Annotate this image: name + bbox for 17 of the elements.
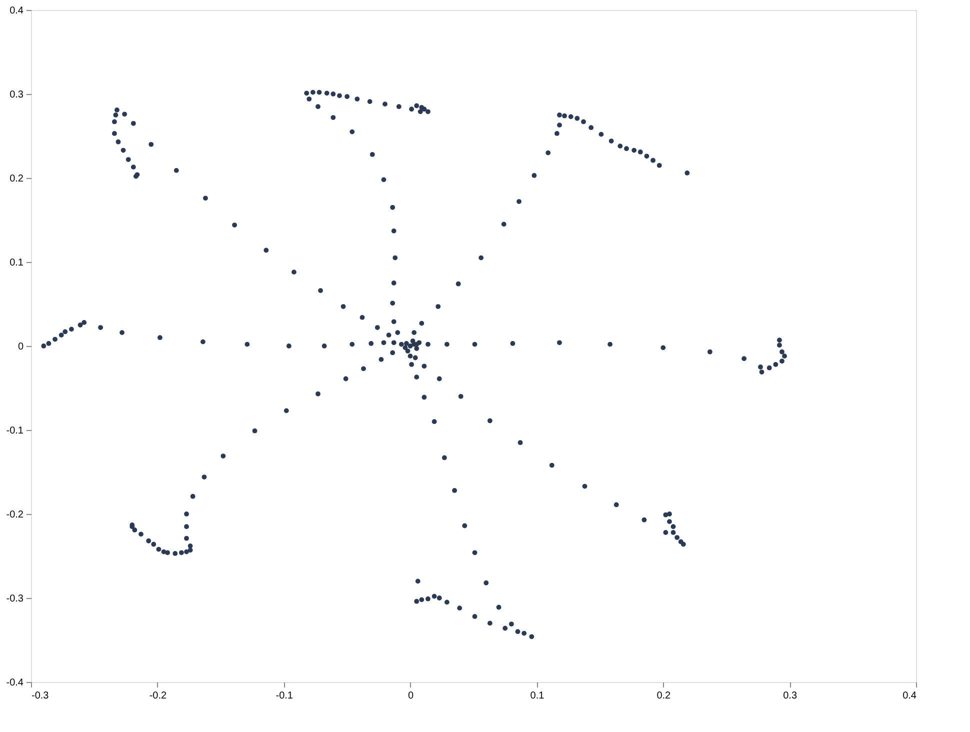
x-tick-label: -0.3 [32, 690, 50, 702]
x-tick-label: 0.4 [902, 690, 917, 702]
x-tick-label: 0 [408, 690, 414, 702]
y-tick-label: -0.3 [6, 594, 24, 604]
x-tick-label: 0.1 [530, 690, 545, 702]
y-tick-label: 0.1 [10, 258, 24, 268]
y-tick-label: 0.2 [10, 174, 24, 184]
y-tick-label: 0 [18, 342, 24, 352]
x-tick-label: -0.2 [149, 690, 167, 702]
y-tick-label: 0.3 [10, 90, 24, 100]
x-tick-label: -0.1 [276, 690, 294, 702]
y-tick-label: -0.1 [6, 426, 24, 436]
x-tick-label: 0.2 [656, 690, 672, 702]
y-tick-label: -0.4 [6, 678, 24, 688]
y-tick-label: -0.2 [6, 510, 24, 520]
y-tick-label: 0.4 [10, 6, 24, 16]
x-tick-label: 0.3 [783, 690, 798, 702]
